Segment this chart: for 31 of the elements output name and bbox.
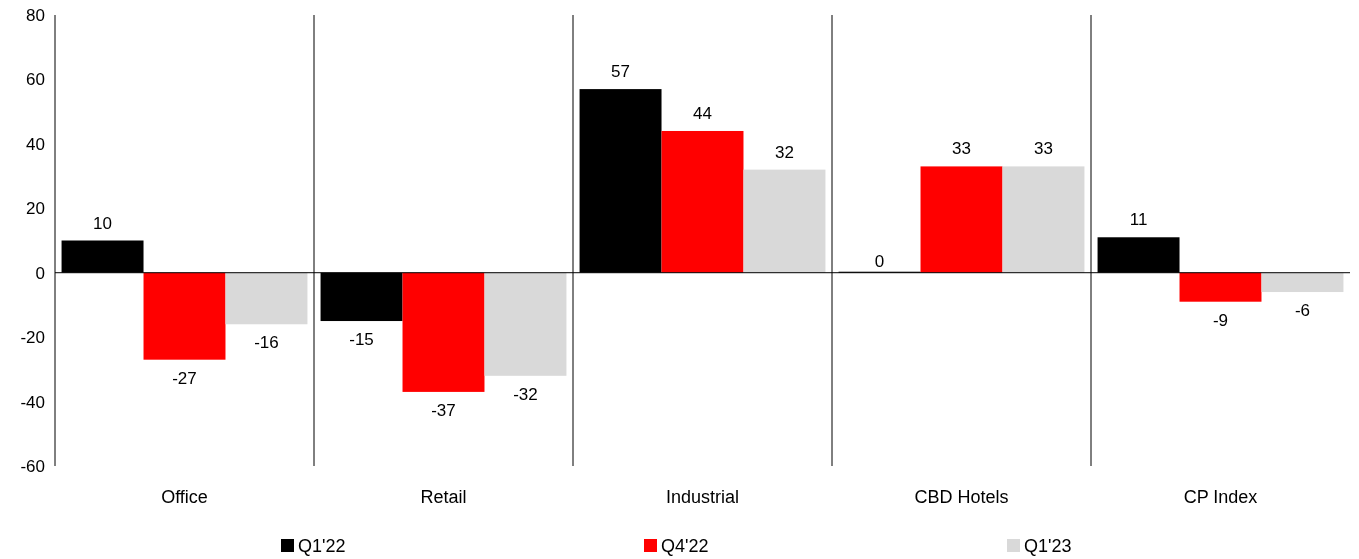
y-tick-label: 0 xyxy=(35,263,45,283)
data-label: -6 xyxy=(1294,301,1311,321)
y-tick-label: -20 xyxy=(20,328,45,348)
data-label: 0 xyxy=(874,251,885,271)
y-tick-label: 20 xyxy=(26,199,45,219)
data-label: -16 xyxy=(254,333,279,353)
legend-label: Q1'23 xyxy=(1024,536,1072,556)
x-tick-label: CP Index xyxy=(1183,487,1258,507)
x-tick-label: Office xyxy=(161,487,208,507)
y-tick-label: -40 xyxy=(20,392,45,412)
data-label: -9 xyxy=(1212,310,1229,330)
x-tick-label: Industrial xyxy=(665,487,740,507)
data-label: -15 xyxy=(349,330,374,350)
data-label: 33 xyxy=(952,139,971,159)
data-label: 11 xyxy=(1129,210,1148,230)
data-label: 10 xyxy=(93,213,112,233)
data-label: -37 xyxy=(431,400,456,420)
x-tick-label: Retail xyxy=(420,487,467,507)
legend-label: Q4'22 xyxy=(661,536,709,556)
data-label: 32 xyxy=(775,142,794,162)
data-label: 57 xyxy=(611,62,630,82)
y-tick-label: 40 xyxy=(26,134,45,154)
y-tick-label: 60 xyxy=(26,70,45,90)
y-tick-label: -60 xyxy=(20,457,45,476)
x-tick-label: CBD Hotels xyxy=(914,487,1009,507)
y-tick-label: 80 xyxy=(26,6,45,25)
data-label: 33 xyxy=(1034,139,1053,159)
data-label: -32 xyxy=(513,384,538,404)
legend-label: Q1'22 xyxy=(298,536,346,556)
data-label: -27 xyxy=(172,368,197,388)
data-label: 44 xyxy=(693,103,712,123)
